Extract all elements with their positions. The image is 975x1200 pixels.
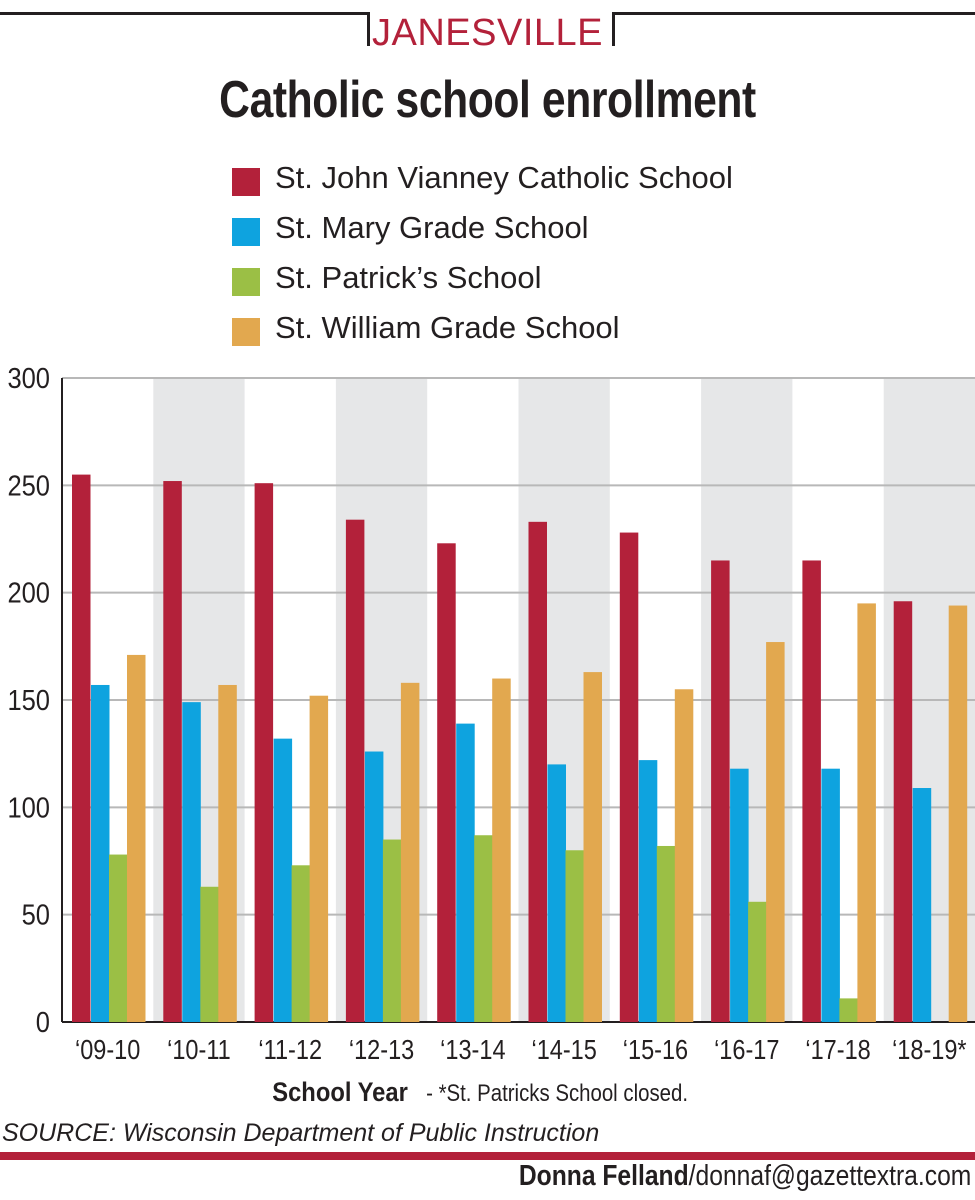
bar (528, 521, 547, 1022)
x-axis-title: School Year (272, 1077, 409, 1107)
kicker-header: JANESVILLE (0, 0, 975, 55)
x-tick-label: ‘15-16 (623, 1035, 688, 1065)
bar (437, 543, 456, 1022)
credit-email: /donnaf@gazettextra.com (688, 1160, 971, 1192)
kicker-rule-right (612, 12, 975, 15)
kicker-label: JANESVILLE (372, 12, 603, 54)
bar (492, 678, 511, 1022)
legend-swatch (232, 168, 260, 196)
x-tick-label: ‘09-10 (75, 1035, 140, 1065)
bar (730, 768, 749, 1022)
bar (309, 695, 329, 1022)
bar (345, 519, 365, 1022)
source-line: SOURCE: Wisconsin Department of Public I… (2, 1119, 600, 1147)
bar (91, 684, 110, 1022)
x-tick-label: ‘10-11 (167, 1035, 231, 1065)
bar (948, 605, 968, 1022)
y-tick-label: 100 (7, 791, 50, 824)
y-tick-label: 150 (7, 683, 50, 716)
bar (638, 760, 658, 1022)
x-axis-title-row: School Year - *St. Patricks School close… (0, 1077, 975, 1108)
bar (674, 689, 694, 1022)
bar (254, 483, 274, 1023)
bar (766, 642, 785, 1022)
legend-swatch (232, 218, 260, 246)
bar (200, 886, 219, 1022)
bar (821, 768, 840, 1022)
credit-name: Donna Felland (518, 1160, 689, 1192)
bar (748, 901, 767, 1022)
bar (364, 751, 384, 1022)
bar (382, 839, 402, 1022)
bar (656, 845, 676, 1022)
y-tick-label: 300 (7, 361, 50, 394)
legend-label: St. William Grade School (275, 310, 620, 345)
legend-swatch (232, 318, 260, 346)
x-axis-note: - *St. Patricks School closed. (426, 1080, 689, 1107)
legend-label: St. Patrick’s School (275, 260, 542, 295)
bar (400, 682, 420, 1022)
kicker-rule-left (0, 12, 370, 15)
bar (456, 723, 475, 1022)
bar (218, 684, 237, 1022)
bar (109, 854, 128, 1022)
x-tick-label: ‘13-14 (440, 1035, 505, 1065)
legend-label: St. John Vianney Catholic School (275, 160, 733, 195)
footer-rule (0, 1152, 975, 1160)
y-tick-label: 200 (7, 576, 50, 609)
y-tick-label: 0 (36, 1005, 50, 1038)
bar (912, 788, 932, 1022)
legend-swatch (232, 268, 260, 296)
bar (547, 764, 566, 1022)
bar (291, 865, 311, 1022)
x-tick-label: ‘12-13 (349, 1035, 414, 1065)
bar (583, 672, 602, 1022)
kicker-tick-right (612, 12, 615, 46)
bar (163, 481, 182, 1022)
x-tick-label: ‘11-12 (258, 1035, 322, 1065)
y-tick-label: 50 (22, 898, 50, 931)
bar (127, 654, 146, 1022)
bar (273, 738, 293, 1022)
chart-title: Catholic school enrollment (219, 71, 756, 129)
legend-label: St. Mary Grade School (275, 210, 589, 245)
kicker-tick-left (367, 12, 370, 46)
bar (839, 998, 858, 1022)
bar (619, 532, 639, 1022)
credit-line: Donna Felland/donnaf@gazettextra.com (519, 1160, 971, 1193)
y-tick-label: 250 (7, 469, 50, 502)
bar (565, 850, 584, 1022)
bar (893, 601, 913, 1022)
bar (474, 835, 493, 1022)
bar (802, 560, 821, 1022)
bar-chart: 0 50 100 150 200 250 300 ‘09-10 ‘10-11 ‘11-12 ‘12-… (7, 361, 975, 1065)
bar (182, 702, 201, 1022)
bar (857, 603, 876, 1022)
x-tick-label: ‘14-15 (531, 1035, 596, 1065)
x-tick-label: ‘17-18 (805, 1035, 870, 1065)
bar (72, 474, 91, 1023)
x-tick-label: ‘18-19* (892, 1035, 967, 1065)
x-tick-label: ‘16-17 (714, 1035, 779, 1065)
bar (711, 560, 730, 1022)
